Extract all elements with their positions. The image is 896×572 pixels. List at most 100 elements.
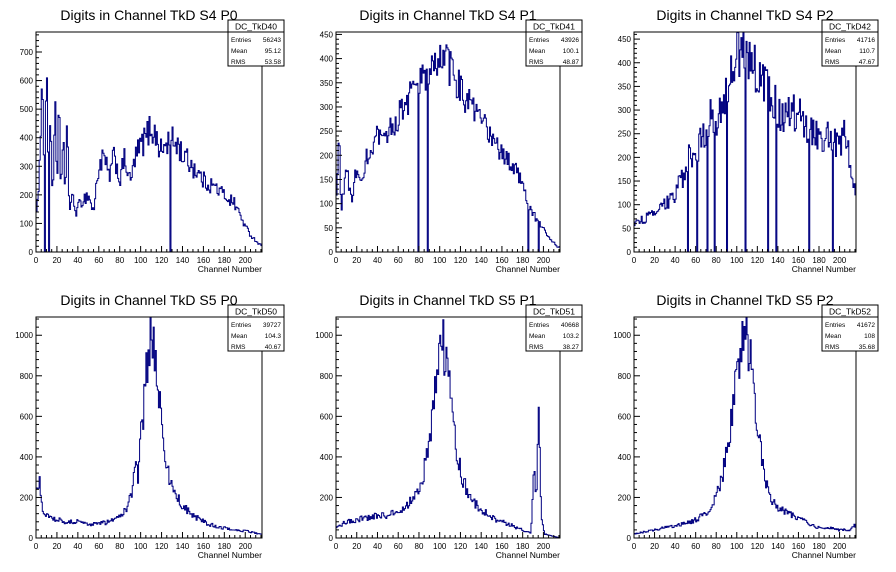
stats-box-frame: [227, 304, 285, 352]
stats-label: Entries: [231, 37, 252, 44]
y-tick-label: 800: [618, 372, 632, 381]
x-tick-label: 20: [52, 542, 61, 551]
y-tick-label: 150: [618, 177, 632, 186]
stats-label: RMS: [231, 59, 246, 66]
stats-name: DC_TkD52: [829, 307, 871, 317]
stats-label: Entries: [825, 322, 846, 329]
stats-value: 40.67: [265, 344, 282, 351]
stats-box-frame: [227, 19, 285, 67]
x-tick-label: 0: [334, 542, 339, 551]
chart-title: Digits in Channel TkD S4 P2: [656, 7, 833, 23]
y-tick-label: 200: [618, 153, 632, 162]
x-tick-label: 140: [771, 542, 785, 551]
stats-value: 47.67: [859, 59, 876, 66]
stats-label: RMS: [529, 59, 544, 66]
stats-value: 38.27: [563, 344, 580, 351]
y-tick-label: 100: [320, 200, 334, 209]
stats-name: DC_TkD40: [235, 22, 277, 32]
stats-box-frame: [821, 19, 879, 67]
x-tick-label: 180: [812, 542, 826, 551]
stats-value: 103.2: [563, 333, 580, 340]
x-tick-label: 100: [433, 542, 447, 551]
y-tick-label: 300: [618, 106, 632, 115]
x-tick-label: 40: [373, 256, 382, 265]
histogram-series-line: [633, 316, 857, 538]
x-tick-label: 140: [176, 256, 190, 265]
y-tick-label: 400: [618, 453, 632, 462]
x-tick-label: 60: [394, 542, 403, 551]
y-tick-label: 350: [320, 79, 334, 88]
histogram-panel: 0 20 40 60 80 100 120 140 160 180 200 0 200 400 600 800…: [315, 292, 583, 560]
stats-value: 56243: [263, 37, 281, 44]
plot-frame: [633, 31, 857, 253]
x-tick-label: 20: [52, 256, 61, 265]
x-tick-label: 20: [352, 256, 361, 265]
y-tick-label: 200: [320, 151, 334, 160]
x-tick-label: 0: [632, 256, 637, 265]
stats-label: RMS: [825, 59, 840, 66]
x-tick-label: 120: [454, 256, 468, 265]
x-tick-label: 40: [73, 542, 82, 551]
stats-value: 39727: [263, 322, 281, 329]
x-tick-label: 180: [812, 256, 826, 265]
y-tick-label: 0: [627, 534, 632, 543]
stats-label: Entries: [825, 37, 846, 44]
x-tick-label: 140: [176, 542, 190, 551]
y-tick-label: 1000: [15, 331, 33, 340]
stats-label: Mean: [231, 333, 248, 340]
stats-name: DC_TkD50: [235, 307, 277, 317]
chart-title: Digits in Channel TkD S5 P1: [359, 292, 536, 308]
stats-name: DC_TkD51: [533, 307, 575, 317]
y-tick-label: 100: [20, 219, 34, 228]
y-tick-label: 0: [329, 534, 334, 543]
x-tick-label: 80: [415, 256, 424, 265]
x-tick-label: 120: [751, 256, 765, 265]
x-tick-label: 180: [218, 256, 232, 265]
stats-value: 41716: [857, 37, 875, 44]
x-tick-label: 180: [516, 256, 530, 265]
stats-label: Mean: [825, 333, 842, 340]
x-tick-label: 60: [94, 256, 103, 265]
x-tick-label: 160: [197, 542, 211, 551]
x-tick-label: 80: [415, 542, 424, 551]
x-tick-label: 120: [751, 542, 765, 551]
stats-value: 100.1: [563, 48, 580, 55]
stats-label: Mean: [825, 48, 842, 55]
stats-label: Entries: [231, 322, 252, 329]
stats-label: Entries: [529, 322, 550, 329]
stats-box: DC_TkD42 Entries 41716 Mean 110.7 RMS 47.67: [821, 19, 879, 67]
x-axis-label: Channel Number: [792, 550, 856, 560]
x-tick-label: 100: [134, 542, 148, 551]
x-tick-label: 140: [771, 256, 785, 265]
x-tick-label: 120: [155, 542, 169, 551]
stats-box: DC_TkD52 Entries 41672 Mean 108 RMS 35.68: [821, 304, 879, 352]
stats-value: 110.7: [859, 48, 875, 55]
histogram-panel: 0 20 40 60 80 100 120 140 160 180 200 0 50 100 150 200 2…: [618, 7, 879, 274]
y-tick-label: 400: [20, 134, 34, 143]
plot-frame: [35, 31, 263, 253]
y-tick-label: 250: [320, 127, 334, 136]
stats-box-frame: [821, 304, 879, 352]
stats-label: Mean: [529, 48, 546, 55]
x-tick-label: 200: [537, 542, 551, 551]
x-axis-label: Channel Number: [496, 264, 560, 274]
x-tick-label: 60: [94, 542, 103, 551]
histogram-series-line: [35, 77, 263, 253]
stats-label: RMS: [529, 344, 544, 351]
x-tick-label: 40: [73, 256, 82, 265]
x-axis-label: Channel Number: [496, 550, 560, 560]
stats-value: 53.58: [265, 59, 282, 66]
plot-frame: [335, 316, 561, 539]
y-tick-label: 200: [618, 493, 632, 502]
x-tick-label: 0: [34, 542, 39, 551]
x-tick-label: 0: [334, 256, 339, 265]
y-tick-label: 200: [20, 493, 34, 502]
y-tick-label: 0: [627, 248, 632, 257]
y-tick-label: 100: [618, 201, 632, 210]
x-tick-label: 120: [155, 256, 169, 265]
stats-value: 104.3: [265, 333, 282, 340]
y-tick-label: 800: [320, 372, 334, 381]
x-tick-label: 60: [691, 542, 700, 551]
x-tick-label: 20: [352, 542, 361, 551]
